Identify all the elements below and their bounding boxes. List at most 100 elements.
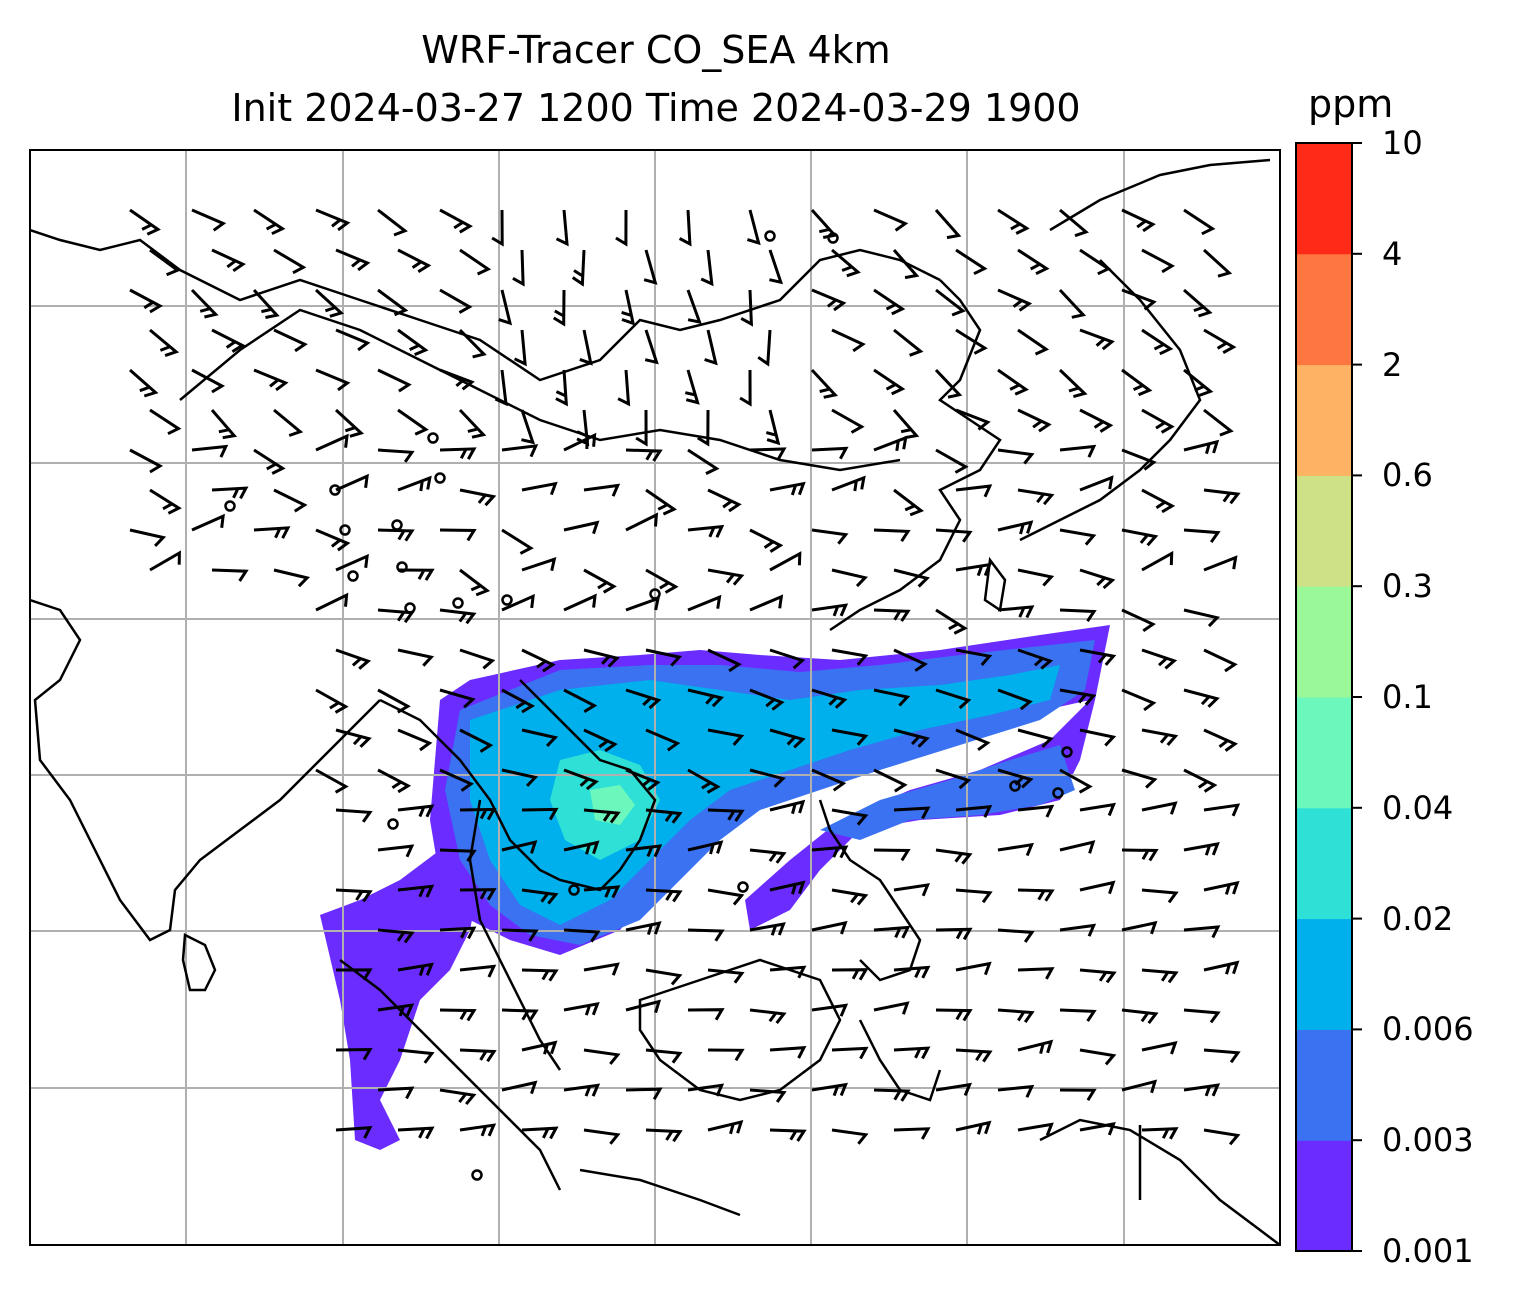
wind-barb xyxy=(645,1128,683,1143)
wind-barb xyxy=(459,568,491,597)
wind-barb xyxy=(211,328,246,353)
wind-barb xyxy=(252,288,280,319)
wind-barb xyxy=(934,368,963,399)
wind-barb xyxy=(873,435,908,452)
wind-barb xyxy=(707,488,742,513)
wind-barb xyxy=(1141,550,1174,572)
wind-barb xyxy=(397,648,435,667)
calm-circle xyxy=(427,432,439,444)
wind-barb xyxy=(955,328,988,355)
wind-barb xyxy=(1017,888,1055,902)
wind-barb xyxy=(1203,408,1234,437)
coast-borneo xyxy=(638,958,842,1102)
wind-barb xyxy=(459,807,497,821)
wind-barb xyxy=(687,448,720,475)
wind-barb xyxy=(494,369,508,407)
calm-markers xyxy=(224,230,1073,1181)
wind-barb xyxy=(769,728,806,749)
wind-barb xyxy=(955,888,993,904)
wind-barb xyxy=(997,1008,1035,1023)
wind-barb xyxy=(191,368,226,394)
wind-barb xyxy=(521,1040,558,1055)
wind-barb xyxy=(935,1082,972,1096)
wind-barb xyxy=(563,768,599,791)
wind-barb xyxy=(583,1128,621,1145)
wind-barb xyxy=(1141,248,1176,274)
wind-barb xyxy=(439,447,477,460)
wind-barb xyxy=(1121,528,1159,547)
wind-barb xyxy=(934,209,962,240)
wind-barb xyxy=(149,328,180,358)
colorbar-tick-label: 0.003 xyxy=(1382,1121,1474,1160)
wind-barb xyxy=(811,288,847,312)
wind-barb xyxy=(1017,1122,1054,1136)
wind-barb xyxy=(1121,688,1157,712)
wind-barb xyxy=(873,925,911,939)
wind-barb xyxy=(873,688,911,707)
wind-barb xyxy=(1079,880,1116,895)
wind-barb xyxy=(552,289,566,327)
wind-barb xyxy=(892,409,920,440)
wind-barb xyxy=(1079,802,1116,817)
wind-barb xyxy=(749,688,785,711)
wind-barb xyxy=(211,568,249,582)
calm-circle xyxy=(396,561,408,573)
wind-barb xyxy=(893,728,930,748)
wind-barb xyxy=(459,248,492,276)
wind-barb xyxy=(501,1008,539,1022)
wind-barb xyxy=(811,768,847,792)
wind-barb xyxy=(129,528,167,547)
wind-barb xyxy=(893,1127,931,1140)
wind-barb xyxy=(1183,1008,1221,1024)
wind-barb xyxy=(749,528,784,553)
wind-barb xyxy=(1059,444,1097,458)
wind-barb xyxy=(1203,803,1241,817)
wind-barb xyxy=(645,648,683,667)
wind-barb xyxy=(645,888,683,903)
wind-barb xyxy=(700,249,714,287)
wind-barb xyxy=(1017,804,1055,818)
wind-barb xyxy=(315,768,349,794)
wind-barb xyxy=(769,481,806,496)
border-himalaya xyxy=(179,308,901,472)
wind-barb xyxy=(997,448,1035,465)
wind-barb xyxy=(377,208,408,237)
wind-barb xyxy=(769,799,806,815)
wind-barb xyxy=(1059,528,1097,546)
wind-barb xyxy=(377,844,415,858)
wind-barb xyxy=(1183,368,1214,397)
wind-barb xyxy=(501,593,535,612)
wind-barb xyxy=(811,1082,848,1097)
wind-barb xyxy=(498,289,513,326)
wind-barb xyxy=(687,768,721,794)
wind-barb xyxy=(191,444,229,458)
coast-java xyxy=(579,1168,741,1217)
wind-barb xyxy=(1203,488,1241,505)
wind-barb xyxy=(831,648,869,666)
wind-barb xyxy=(377,1003,415,1017)
wind-barb xyxy=(625,512,659,532)
wind-barb xyxy=(625,921,662,936)
wind-barb xyxy=(935,688,972,710)
wind-barb xyxy=(997,688,1033,711)
wind-barb xyxy=(1141,728,1179,746)
calm-circle xyxy=(827,232,839,244)
plume-outer-sw xyxy=(320,830,480,1150)
wind-barb xyxy=(997,1084,1035,1098)
wind-barb xyxy=(315,208,351,232)
wind-barb xyxy=(314,288,345,318)
wind-barb xyxy=(997,928,1035,943)
calm-circle xyxy=(404,602,416,614)
wind-barb xyxy=(1121,368,1153,397)
wind-barb xyxy=(935,448,969,474)
wind-barb xyxy=(513,329,527,367)
calm-circle xyxy=(1052,787,1064,799)
wind-barb xyxy=(1079,728,1117,747)
wind-barb xyxy=(873,208,909,232)
wind-barb xyxy=(935,1008,973,1022)
colorbar-segment xyxy=(1296,807,1352,920)
wind-barb xyxy=(579,329,593,366)
wind-barb xyxy=(397,1126,435,1140)
calm-circle xyxy=(471,1169,483,1181)
wind-barb xyxy=(757,329,772,367)
